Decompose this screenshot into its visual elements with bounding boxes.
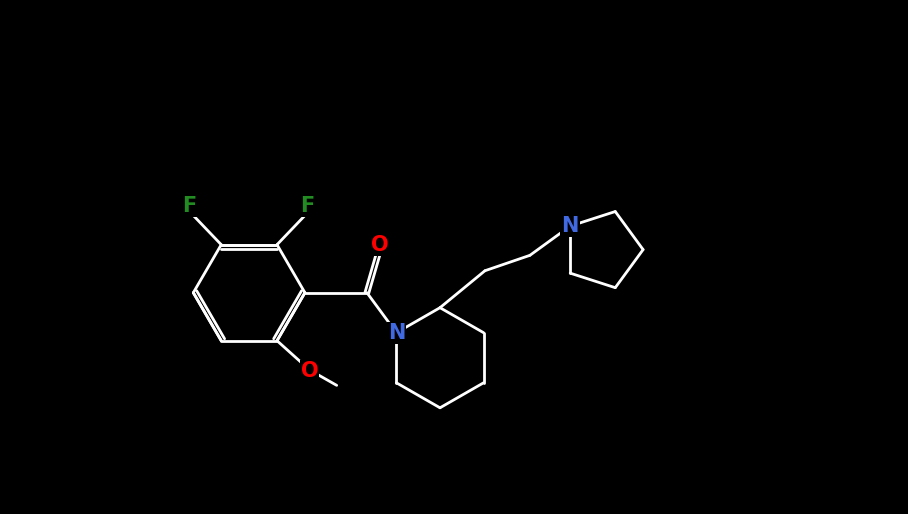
Text: N: N (561, 216, 579, 236)
Text: F: F (183, 196, 196, 216)
Text: F: F (301, 196, 314, 216)
Text: O: O (301, 361, 319, 381)
Text: N: N (388, 323, 405, 343)
Text: O: O (371, 235, 389, 255)
